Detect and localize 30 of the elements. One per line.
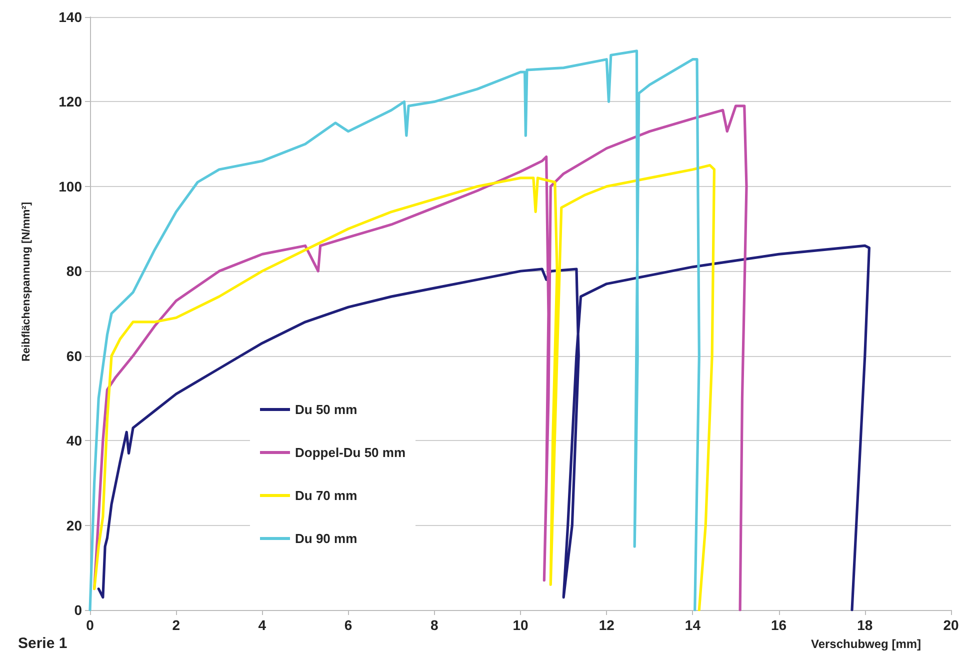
line-series [88, 50, 700, 612]
x-tick-label: 6 [344, 617, 352, 633]
y-tick-label: 0 [74, 602, 82, 618]
x-axis-title: Verschubweg [mm] [811, 637, 922, 651]
y-tick-label: 120 [58, 94, 82, 110]
line-series [97, 244, 871, 612]
legend-label: Doppel-Du 50 mm [295, 445, 406, 460]
x-tick-label: 10 [512, 617, 528, 633]
y-tick-label: 140 [58, 9, 82, 25]
text: Serie 1 [18, 635, 68, 652]
legend-label: Du 70 mm [295, 488, 358, 503]
line-series [93, 104, 748, 612]
legend-label: Du 50 mm [295, 402, 358, 417]
y-tick-label: 60 [66, 348, 82, 364]
y-tick-label: 100 [58, 178, 82, 194]
x-tick-label: 4 [258, 617, 266, 633]
x-tick-label: 14 [684, 617, 701, 633]
y-tick-label: 40 [66, 432, 82, 449]
x-tick-label: 8 [430, 617, 438, 633]
x-tick-label: 0 [86, 617, 94, 633]
x-tick-label: 2 [172, 617, 180, 633]
x-tick-label: 20 [943, 617, 959, 633]
x-tick-label: 16 [771, 617, 787, 633]
y-tick-label: 20 [66, 517, 82, 534]
x-tick-label: 12 [598, 617, 615, 633]
y-axis-title: Reibflächenspannung [N/mm²] [20, 202, 32, 362]
x-tick-label: 18 [857, 617, 873, 633]
line-series [93, 164, 716, 612]
y-tick-label: 80 [66, 263, 82, 280]
legend-label: Du 90 mm [295, 531, 358, 546]
